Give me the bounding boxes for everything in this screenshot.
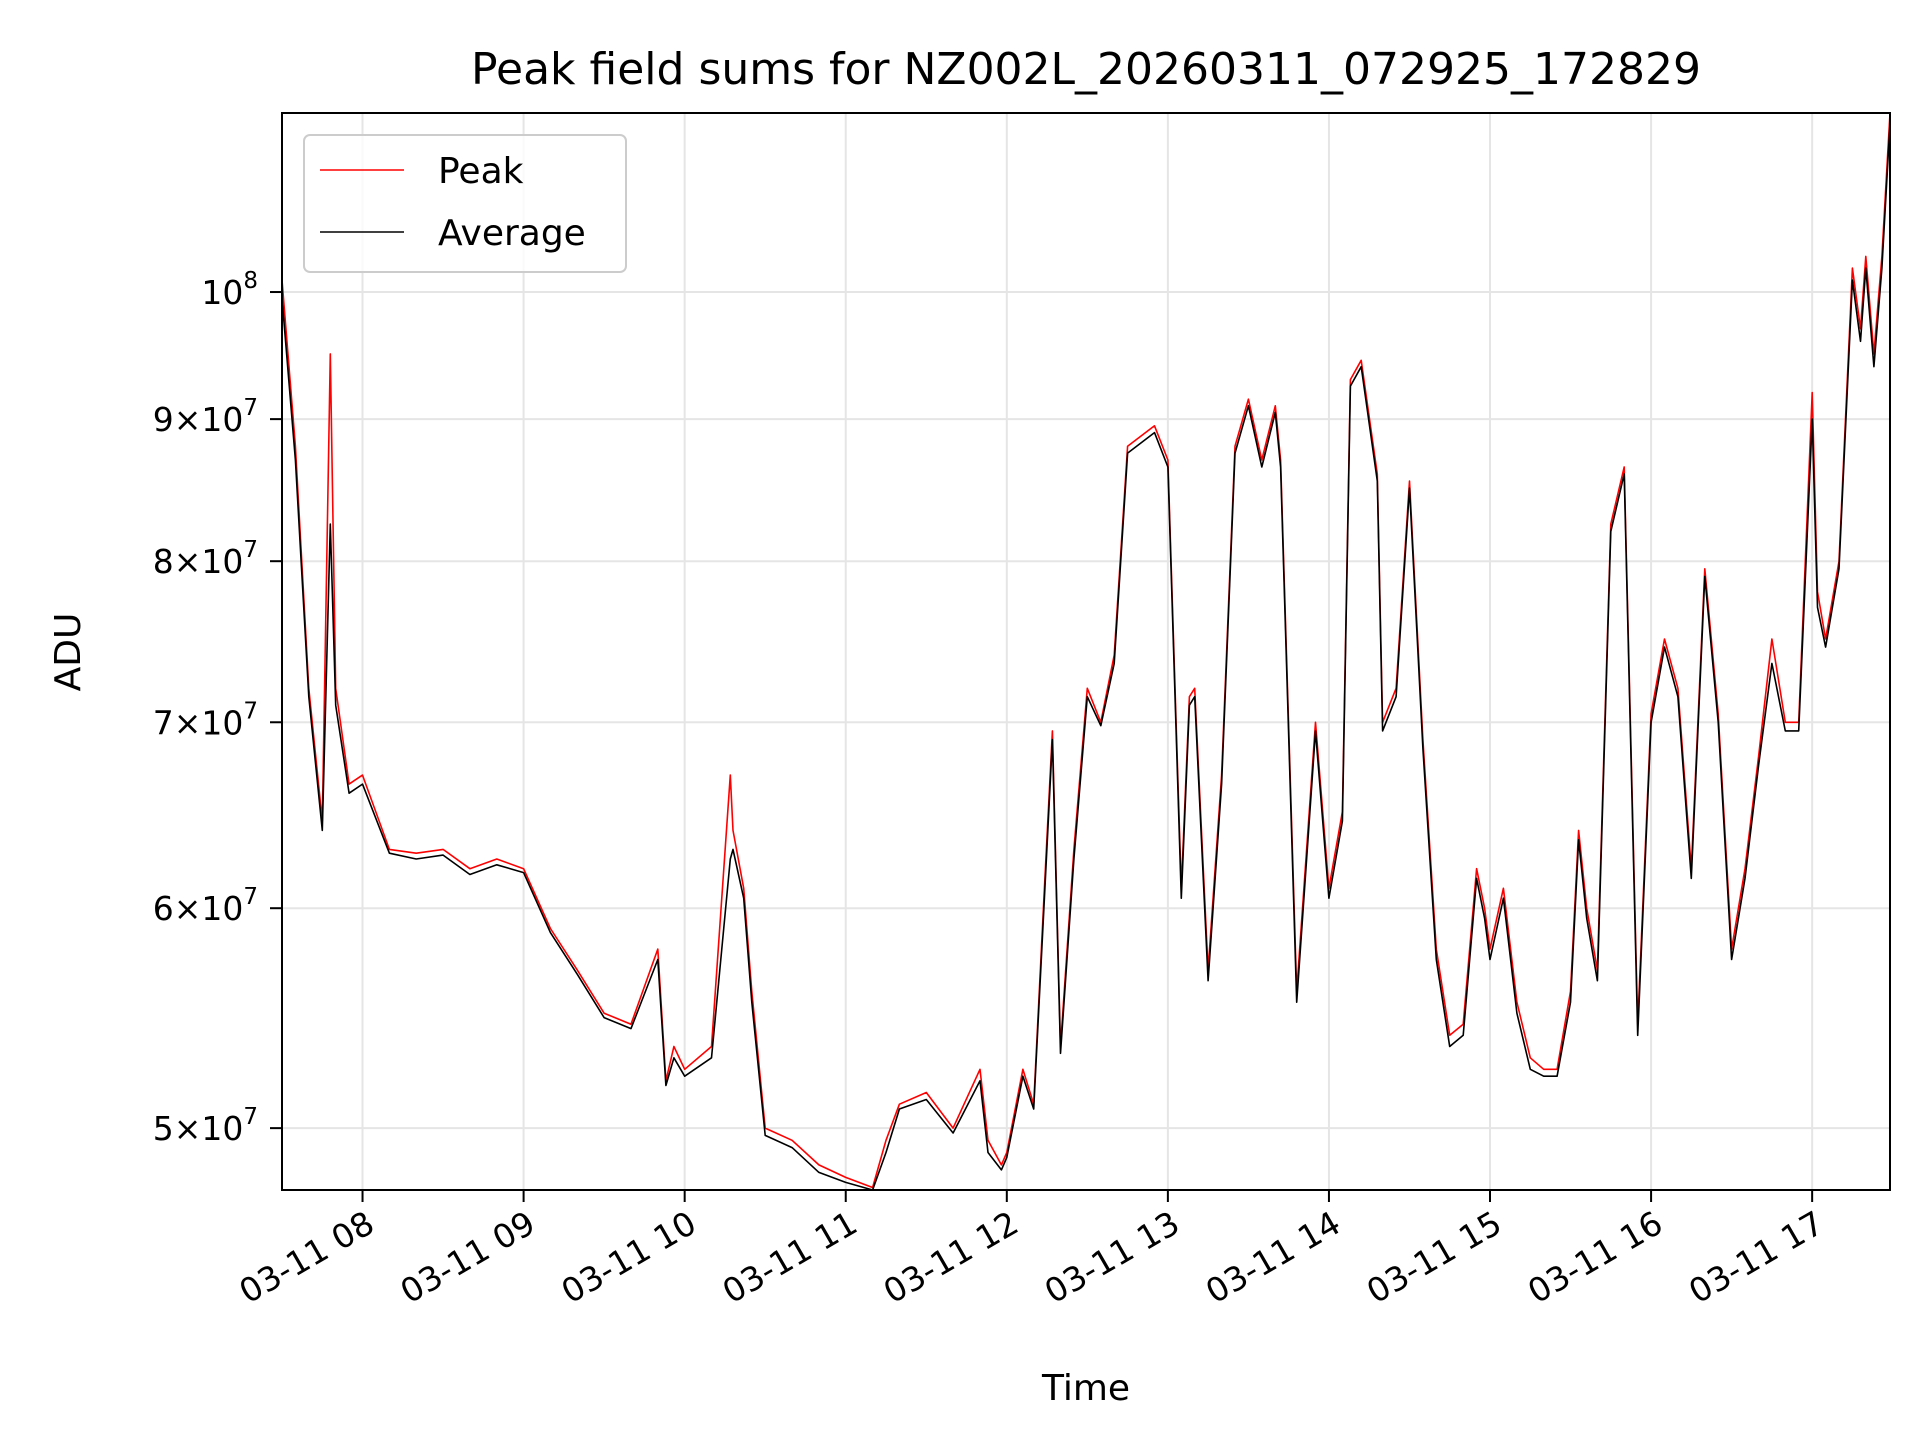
chart-title: Peak field sums for NZ002L_20260311_0729… [471, 44, 1701, 95]
y-tick-label: 6×107 [153, 884, 258, 928]
y-tick-label: 7×107 [153, 698, 258, 742]
series-line-average [281, 123, 1891, 1191]
legend: Peak Average [303, 134, 627, 273]
y-tick-label: 8×107 [153, 537, 258, 581]
plot-frame [281, 112, 1891, 1191]
gridlines [282, 113, 1890, 1190]
legend-label-peak: Peak [438, 151, 524, 192]
y-tick-label: 5×107 [153, 1104, 258, 1148]
x-axis-label: Time [1041, 1368, 1130, 1409]
y-tick-label: 108 [201, 268, 258, 312]
legend-label-average: Average [438, 213, 586, 254]
series-lines [281, 112, 1891, 1191]
y-axis: 5×107 6×107 7×107 8×107 9×107 108 [153, 268, 282, 1148]
y-axis-label: ADU [48, 613, 89, 692]
y-tick-label: 9×107 [153, 395, 258, 439]
